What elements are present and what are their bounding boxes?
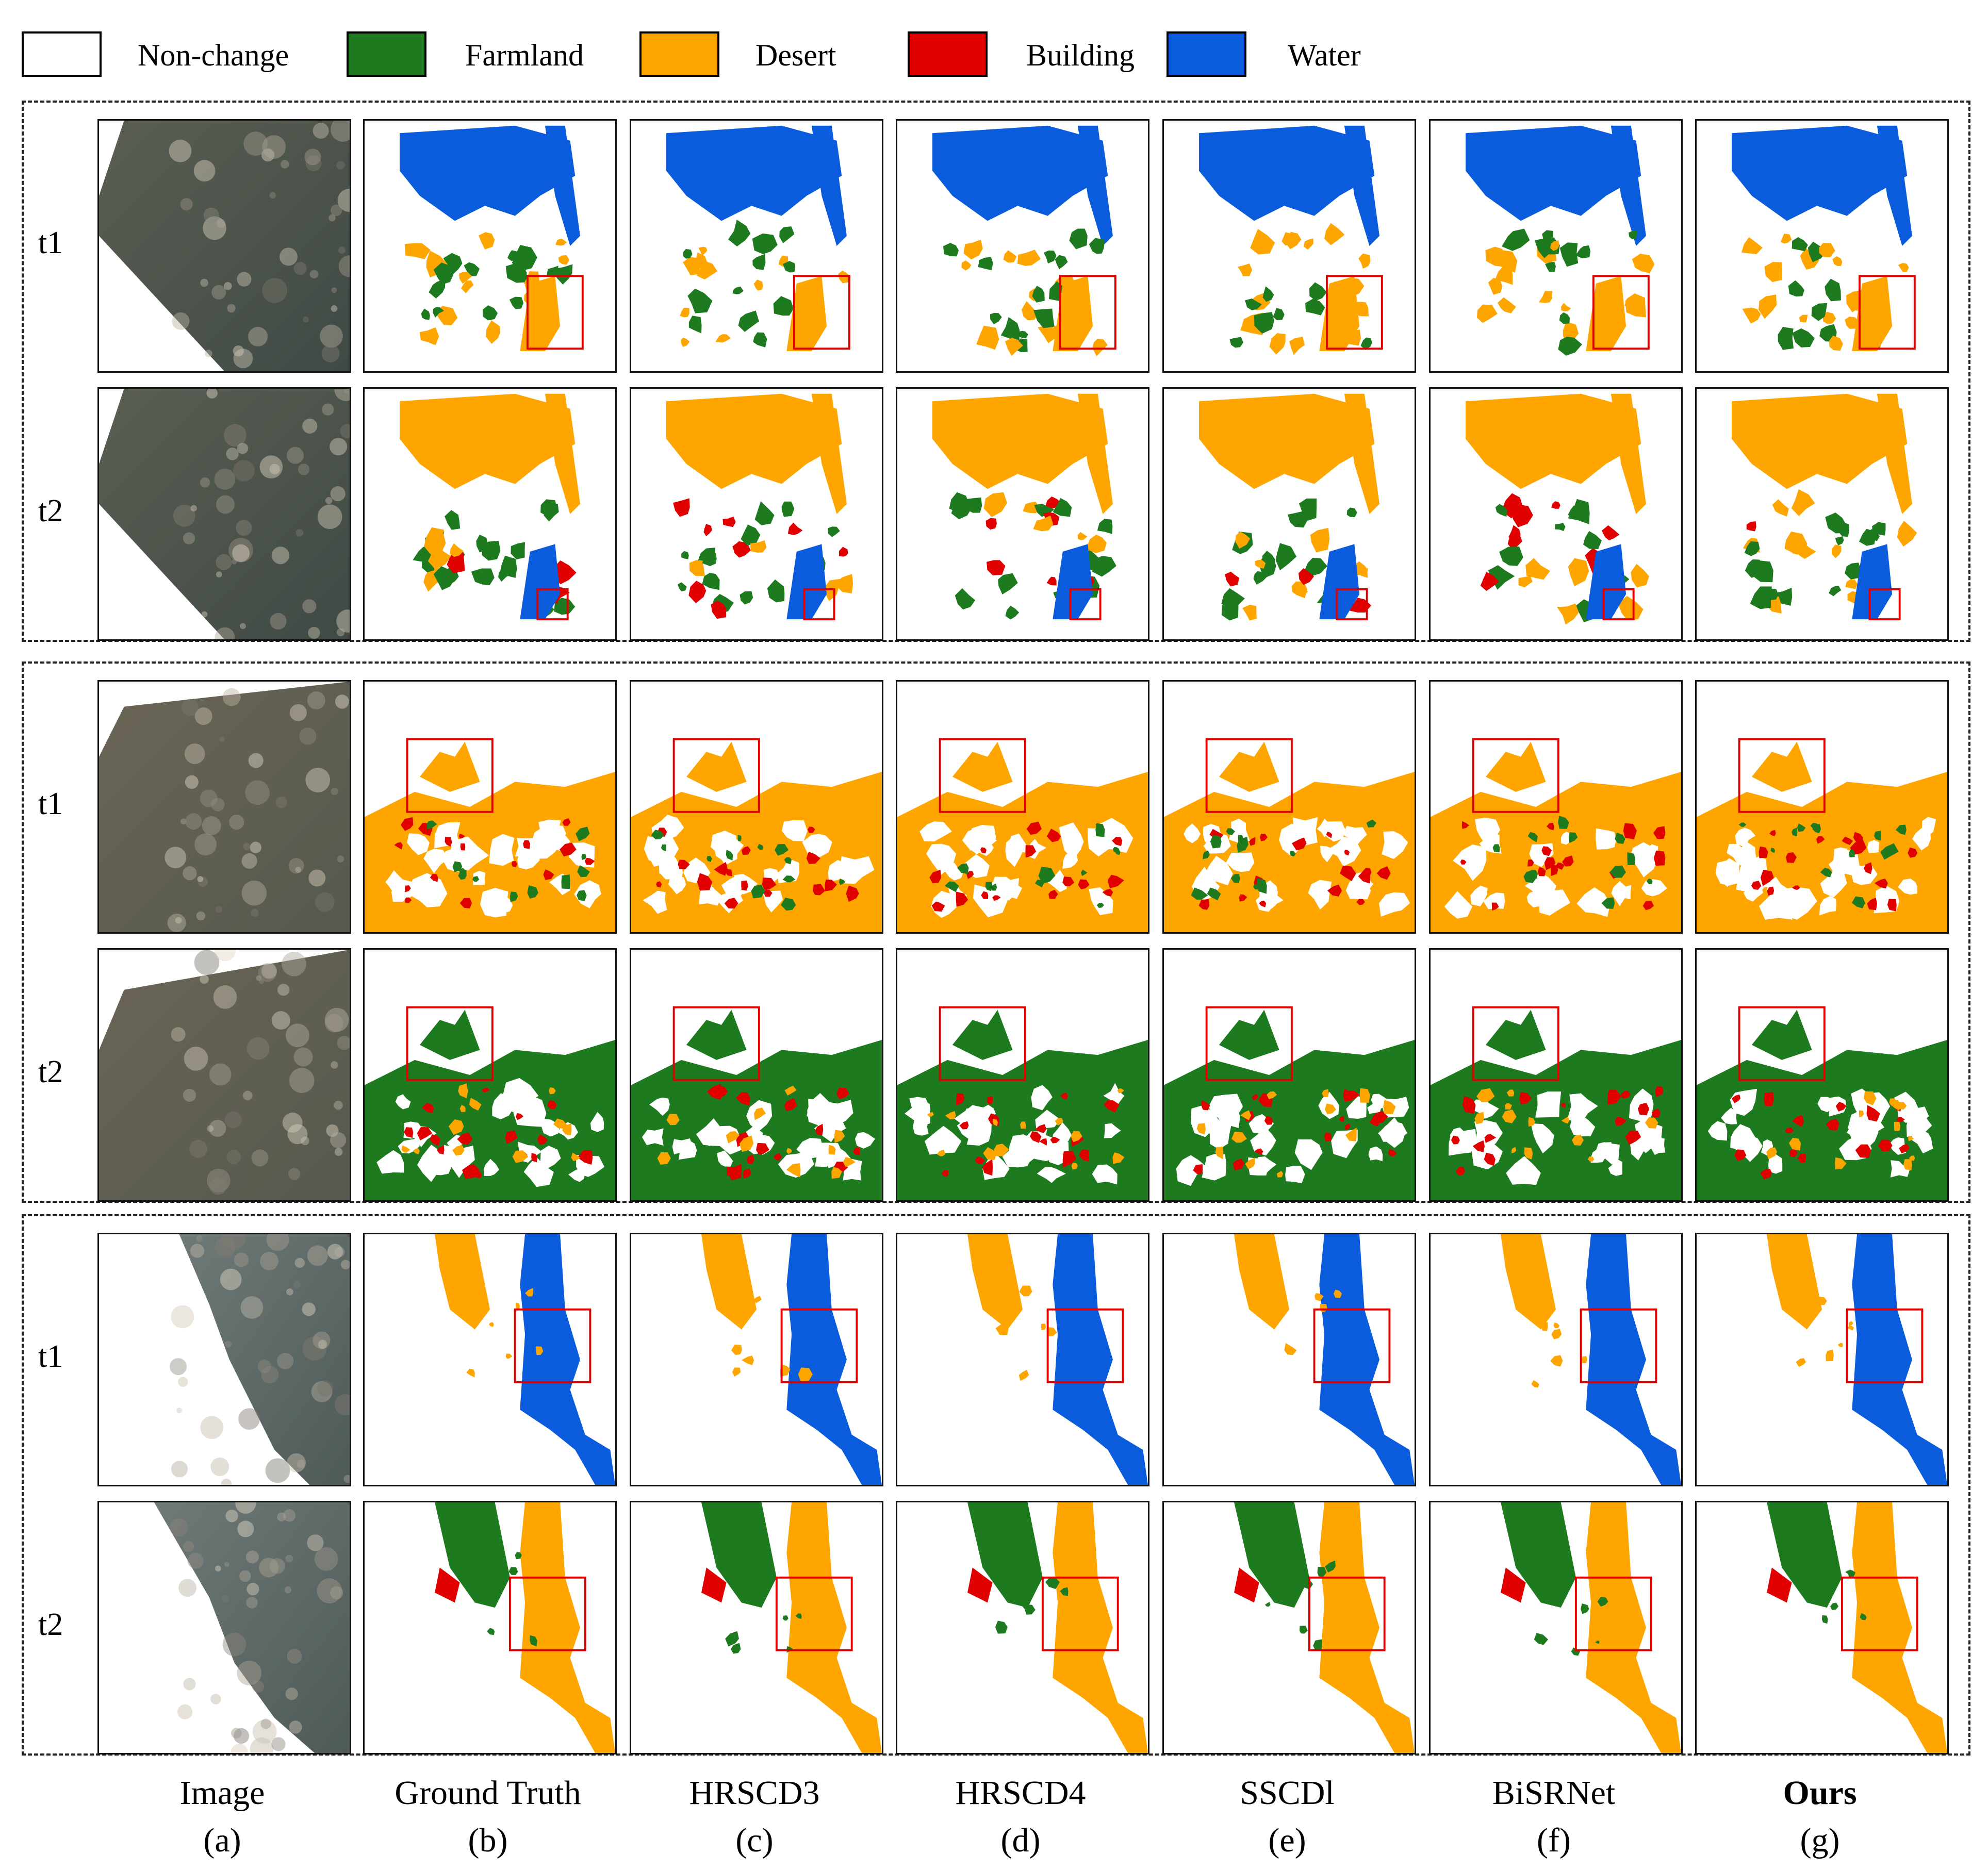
legend-label: Water [1288,38,1361,72]
panel-image-t2 [97,387,351,641]
panel-image-t2 [97,948,351,1202]
panel-hrscd4-t1 [896,119,1149,373]
panel-ours-t2 [1695,1501,1949,1755]
panel-ground-truth-t2 [363,1501,617,1755]
panel-sscdl-t1 [1162,119,1416,373]
panel-image-t1 [97,680,351,934]
panel-ground-truth-t2 [363,387,617,641]
column-title-sscdl: SSCDl [1240,1774,1335,1812]
panel-hrscd3-t1 [630,1233,883,1486]
panel-image-t2 [97,1501,351,1755]
result-group-2: t1 t2 [22,661,1970,1203]
panel-ground-truth-t1 [363,680,617,934]
legend-swatch-building [908,31,988,77]
row-label-t2: t2 [38,1054,63,1089]
legend-label: Farmland [465,38,584,72]
panel-bisrnet-t2 [1429,387,1683,641]
panel-image-t1 [97,1233,351,1486]
panel-hrscd3-t2 [630,948,883,1202]
column-title-hrscd3: HRSCD3 [689,1774,820,1812]
panel-bisrnet-t2 [1429,948,1683,1202]
panel-ours-t2 [1695,948,1949,1202]
panel-hrscd4-t2 [896,387,1149,641]
panel-bisrnet-t2 [1429,1501,1683,1755]
panel-ground-truth-t1 [363,1233,617,1486]
panel-ours-t1 [1695,680,1949,934]
row-label-t2: t2 [38,493,63,528]
row-label-t1: t1 [38,1339,63,1374]
panel-bisrnet-t1 [1429,119,1683,373]
column-letter-hrscd4: (d) [1000,1822,1041,1859]
row-label-t1: t1 [38,786,63,821]
panel-hrscd4-t2 [896,1501,1149,1755]
column-title-ground-truth: Ground Truth [395,1774,581,1812]
legend-swatch-desert [639,31,719,77]
panel-hrscd3-t1 [630,680,883,934]
column-letter-ground-truth: (b) [468,1822,508,1859]
legend-swatch-farmland [347,31,426,77]
legend-label: Building [1026,38,1135,72]
column-title-ours: Ours [1783,1774,1857,1812]
column-letter-bisrnet: (f) [1537,1822,1571,1859]
panel-bisrnet-t1 [1429,680,1683,934]
column-title-bisrnet: BiSRNet [1492,1774,1616,1812]
legend-label: Desert [755,38,836,72]
panel-sscdl-t1 [1162,680,1416,934]
panel-ground-truth-t2 [363,948,617,1202]
result-group-1: t1 t2 [22,101,1970,642]
legend-swatch-water [1166,31,1246,77]
row-label-t2: t2 [38,1607,63,1642]
panel-sscdl-t2 [1162,1501,1416,1755]
panel-bisrnet-t1 [1429,1233,1683,1486]
column-letter-ours: (g) [1800,1822,1840,1859]
legend-label: Non-change [138,38,289,72]
panel-hrscd3-t2 [630,1501,883,1755]
column-letter-hrscd3: (c) [735,1822,774,1859]
column-title-image: Image [179,1774,265,1812]
panel-hrscd3-t1 [630,119,883,373]
panel-ours-t1 [1695,1233,1949,1486]
column-letter-sscdl: (e) [1268,1822,1306,1859]
panel-sscdl-t1 [1162,1233,1416,1486]
panel-sscdl-t2 [1162,387,1416,641]
result-group-3: t1 t2 [22,1214,1970,1756]
panel-hrscd3-t2 [630,387,883,641]
panel-hrscd4-t2 [896,948,1149,1202]
legend: Non-change Farmland Desert Building Wate… [22,28,1971,80]
panel-hrscd4-t1 [896,680,1149,934]
panel-ours-t1 [1695,119,1949,373]
panel-image-t1 [97,119,351,373]
panel-ground-truth-t1 [363,119,617,373]
column-letter-image: (a) [203,1822,241,1859]
panel-ours-t2 [1695,387,1949,641]
panel-sscdl-t2 [1162,948,1416,1202]
legend-swatch-non-change [22,31,102,77]
panel-hrscd4-t1 [896,1233,1149,1486]
column-title-hrscd4: HRSCD4 [955,1774,1086,1812]
row-label-t1: t1 [38,225,63,260]
